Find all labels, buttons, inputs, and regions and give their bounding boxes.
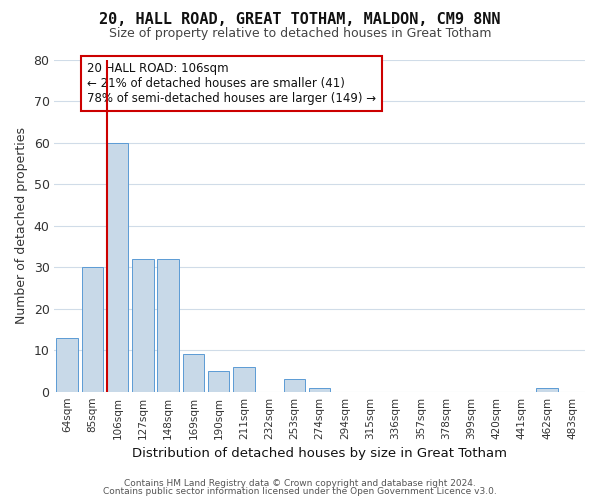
Text: Contains HM Land Registry data © Crown copyright and database right 2024.: Contains HM Land Registry data © Crown c… — [124, 478, 476, 488]
Bar — [536, 388, 558, 392]
Text: 20, HALL ROAD, GREAT TOTHAM, MALDON, CM9 8NN: 20, HALL ROAD, GREAT TOTHAM, MALDON, CM9… — [99, 12, 501, 28]
Text: Size of property relative to detached houses in Great Totham: Size of property relative to detached ho… — [109, 28, 491, 40]
Bar — [107, 143, 128, 392]
Bar — [157, 259, 179, 392]
Bar — [284, 379, 305, 392]
Bar — [309, 388, 331, 392]
Y-axis label: Number of detached properties: Number of detached properties — [15, 128, 28, 324]
Bar — [56, 338, 78, 392]
Bar — [182, 354, 204, 392]
X-axis label: Distribution of detached houses by size in Great Totham: Distribution of detached houses by size … — [132, 447, 507, 460]
Bar — [208, 371, 229, 392]
Bar — [82, 268, 103, 392]
Bar — [233, 367, 254, 392]
Bar — [132, 259, 154, 392]
Text: 20 HALL ROAD: 106sqm
← 21% of detached houses are smaller (41)
78% of semi-detac: 20 HALL ROAD: 106sqm ← 21% of detached h… — [87, 62, 376, 105]
Text: Contains public sector information licensed under the Open Government Licence v3: Contains public sector information licen… — [103, 487, 497, 496]
